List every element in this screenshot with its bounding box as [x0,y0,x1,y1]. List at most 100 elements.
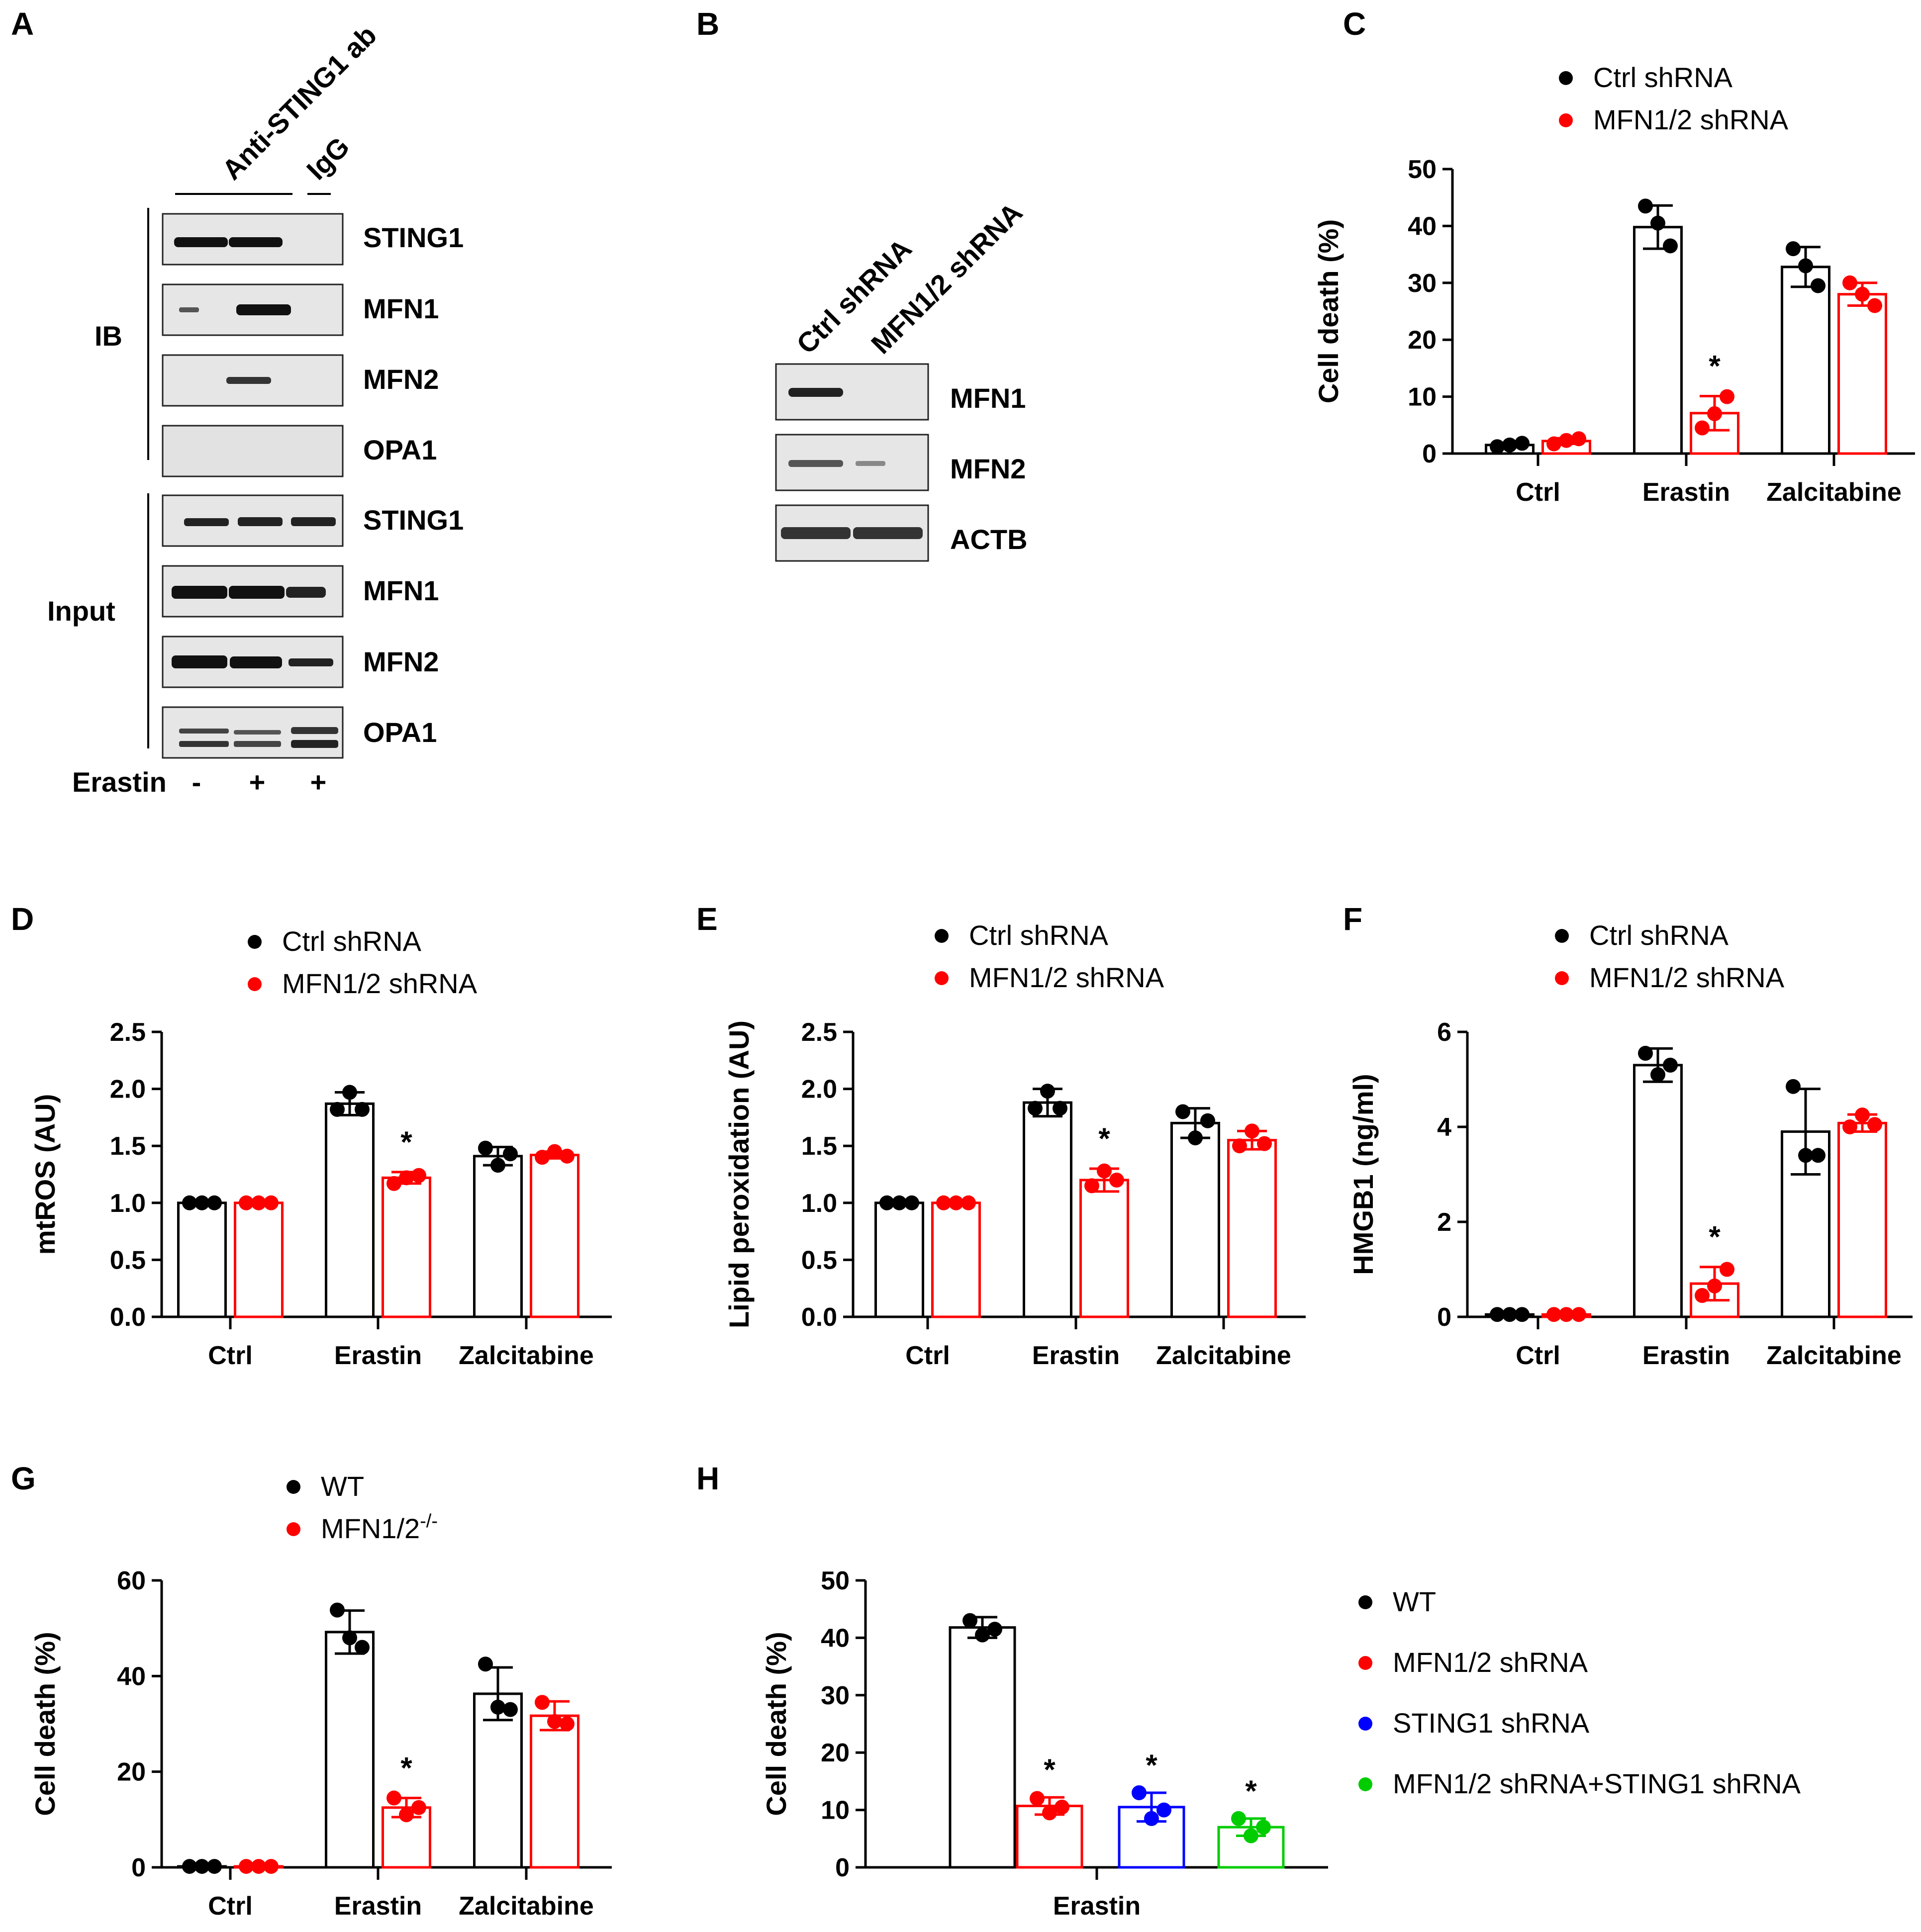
data-point [478,1140,493,1156]
chart-d: D 0.0 0.5 1.0 1.5 2.0 2.5 mtROS (AU) Ctrl Erastin… [11,901,612,1370]
y-tick-label: 0 [1437,1303,1451,1332]
y-axis-title: HMGB1 (ng/ml) [1347,1074,1379,1275]
legend-marker [287,1522,300,1536]
data-point [1811,278,1825,293]
y-axis-title: Lipid peroxidation (AU) [723,1020,755,1328]
ib-band-label: MFN2 [363,364,439,395]
legend-marker [1555,929,1569,943]
data-point [1515,1307,1530,1322]
data-point [1144,1811,1159,1826]
bar [1079,1179,1129,1318]
erastin-label: Erastin [72,766,167,798]
data-point [342,1085,357,1100]
panel-b: B Ctrl shRNA MFN1/2 shRNA MFN1 MFN2 ACTB [696,6,1028,562]
significance-star: * [1146,1748,1157,1782]
bar [1633,1064,1683,1318]
data-point [239,1859,254,1874]
input-label: Input [47,595,115,627]
blot-input-sting1: STING1 [162,494,464,547]
y-tick-label: 30 [1408,269,1437,298]
b-band-label: MFN2 [950,453,1026,484]
blot-input-mfn1: MFN1 [162,565,439,618]
y-tick-label: 0 [835,1853,850,1882]
bar [177,1201,227,1318]
panel-letter: D [11,901,34,937]
x-tick-label: Erastin [334,1341,422,1370]
x-tick-label: Ctrl [1516,478,1560,507]
bar [1227,1139,1277,1318]
x-tick-label: Erastin [1642,478,1730,507]
data-point [1256,1820,1271,1835]
y-tick-label: 6 [1437,1018,1451,1047]
data-point [1855,286,1870,302]
data-point [490,1699,505,1715]
blot-b-mfn2: MFN2 [775,434,1026,491]
significance-star: * [1709,1220,1721,1254]
b-band-label: MFN1 [950,382,1026,414]
data-point [1244,1828,1258,1843]
data-point [1109,1172,1124,1188]
blot-ib-sting1: STING1 [162,213,464,266]
data-point [535,1150,550,1165]
y-tick-label: 4 [1437,1113,1451,1142]
bar [325,1102,375,1318]
input-band-label: MFN1 [363,575,439,606]
legend-label: MFN1/2 shRNA [1589,962,1785,993]
data-point [355,1640,370,1655]
panel-a: A Anti-STING1 ab IgG IB Input STING1 MFN… [11,6,464,798]
chart-e: E 0.0 0.5 1.0 1.5 2.0 2.5 Lipid peroxidation (A… [696,901,1306,1370]
legend-marker [248,935,262,949]
y-tick-label: 40 [117,1662,146,1691]
erastin-sign: - [192,766,201,798]
data-point [1663,238,1678,254]
data-point [1720,389,1734,404]
data-point [1867,1117,1882,1132]
blot-input-opa1: OPA1 [162,706,437,759]
data-point [560,1148,575,1164]
data-point [1638,198,1653,214]
data-point [1559,1307,1574,1322]
data-point [1707,1278,1722,1293]
y-tick-label: 30 [821,1681,850,1710]
legend-marker [1555,971,1569,985]
data-point [251,1859,266,1874]
data-point [1855,1107,1870,1123]
x-tick-label: Ctrl [208,1892,253,1921]
b-band-label: ACTB [950,524,1028,555]
input-band-label: MFN2 [363,646,439,677]
data-point [1231,1811,1246,1826]
x-tick-label: Erastin [334,1892,422,1921]
blot-ib-mfn2: MFN2 [162,354,439,407]
y-tick-label: 2.5 [801,1018,837,1047]
chart-h: H 0 10 20 30 40 50 Cell death (%) * * * Erastin WT MF… [696,1461,1801,1921]
data-point [1053,1101,1067,1116]
ib-band-label: MFN1 [363,293,439,324]
data-point [1502,1307,1517,1322]
data-point [207,1859,222,1874]
data-point [1546,436,1561,452]
y-axis-title: Cell death (%) [1313,219,1344,403]
data-point [1175,1104,1190,1119]
data-point [1515,436,1530,451]
data-point [399,1807,414,1823]
data-point [1842,275,1857,290]
data-point [1132,1785,1147,1800]
significance-star: * [400,1751,412,1785]
y-axis-title: Cell death (%) [761,1632,792,1816]
data-point [411,1168,426,1183]
legend-superscript: -/- [420,1511,438,1532]
data-point [547,1144,562,1159]
bar [874,1201,924,1318]
blot-ib-mfn1: MFN1 [162,283,439,336]
data-point [962,1613,977,1628]
y-tick-label: 40 [1408,212,1437,241]
data-point [949,1195,963,1210]
data-point [1571,1307,1586,1322]
legend-marker [1358,1717,1372,1731]
significance-star: * [1044,1753,1056,1786]
x-tick-label: Ctrl [905,1341,950,1370]
data-point [264,1195,279,1210]
data-point [1720,1262,1734,1277]
blot-ib-opa1: OPA1 [162,425,437,477]
legend-label: MFN1/2 shRNA [282,968,478,999]
